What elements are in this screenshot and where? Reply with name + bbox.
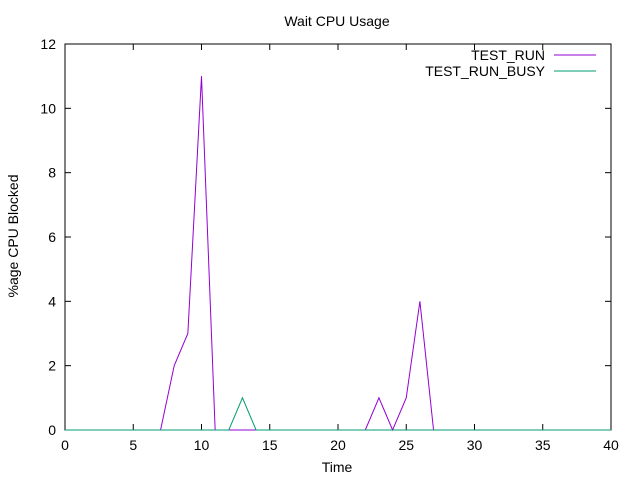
series-line-test-run-busy <box>65 396 611 431</box>
legend-label: TEST_RUN_BUSY <box>425 63 545 79</box>
plot-frame <box>64 43 612 431</box>
plot-area: 0 5 10 15 20 25 30 35 40 0 2 4 6 8 10 12 TEST_RUNTEST_RU… <box>40 36 619 453</box>
x-tick-label: 30 <box>467 437 483 453</box>
chart-title: Wait CPU Usage <box>284 13 390 29</box>
x-tick-label: 10 <box>194 437 210 453</box>
y-axis-label: %age CPU Blocked <box>5 175 21 298</box>
y-tick-label: 2 <box>48 358 56 374</box>
x-tick-label: 35 <box>535 437 551 453</box>
y-tick-label: 0 <box>48 422 56 438</box>
y-tick-label: 4 <box>48 293 56 309</box>
y-tick-label: 10 <box>40 100 56 116</box>
y-tick-label: 8 <box>48 165 56 181</box>
x-tick-label: 0 <box>61 437 69 453</box>
y-tick-label: 12 <box>40 36 56 52</box>
x-tick-label: 25 <box>398 437 414 453</box>
x-axis-label: Time <box>322 459 353 475</box>
x-tick-label: 5 <box>129 437 137 453</box>
x-tick-label: 40 <box>603 437 619 453</box>
x-tick-label: 15 <box>262 437 278 453</box>
x-tick-label: 20 <box>330 437 346 453</box>
series-line-test-run <box>65 76 611 432</box>
y-tick-label: 6 <box>48 229 56 245</box>
legend-label: TEST_RUN <box>471 47 545 63</box>
